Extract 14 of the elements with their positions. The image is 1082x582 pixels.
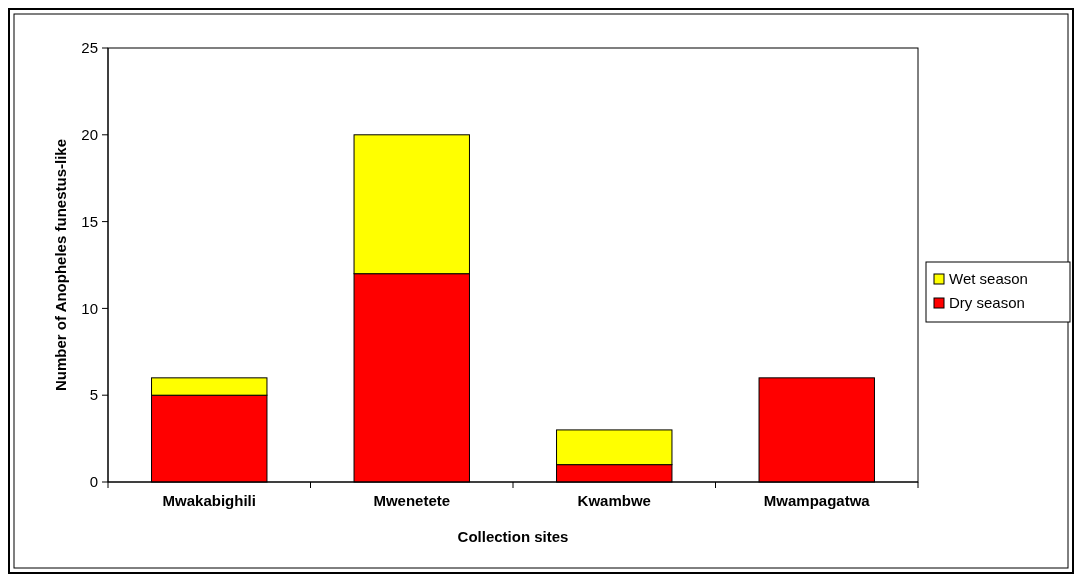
y-tick-label: 20	[81, 126, 98, 144]
y-axis-title: Number of Anopheles funestus-like	[52, 139, 69, 391]
y-tick-label: 25	[81, 39, 98, 57]
x-axis-title: Collection sites	[457, 528, 569, 545]
y-tick-label: 10	[81, 299, 98, 317]
y-tick-label: 15	[81, 212, 98, 230]
legend-label: Wet season	[949, 270, 1028, 288]
legend-label: Dry season	[949, 294, 1025, 312]
x-tick-label: Kwambwe	[577, 492, 651, 509]
y-tick-label: 0	[89, 473, 98, 491]
y-tick-label: 5	[89, 386, 98, 404]
x-tick-label: Mwampagatwa	[763, 492, 871, 509]
x-tick-label: Mwakabighili	[162, 492, 256, 509]
x-tick-label: Mwenetete	[373, 492, 451, 509]
